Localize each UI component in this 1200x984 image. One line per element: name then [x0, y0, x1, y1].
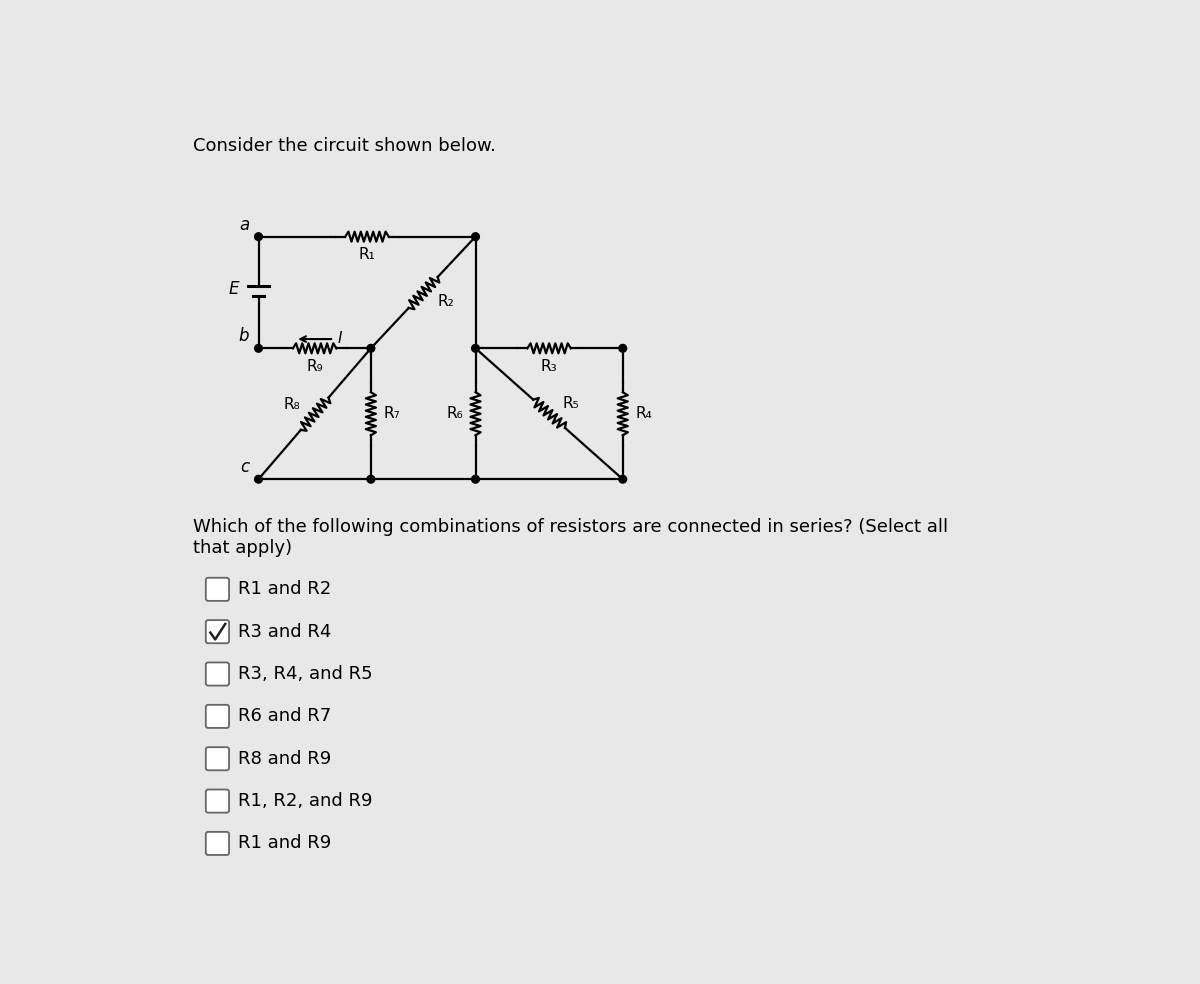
Text: R₉: R₉: [306, 359, 323, 374]
Text: R₈: R₈: [283, 398, 300, 412]
Text: R3, R4, and R5: R3, R4, and R5: [238, 665, 372, 683]
Text: R3 and R4: R3 and R4: [238, 623, 331, 641]
Text: R₄: R₄: [635, 406, 652, 421]
FancyBboxPatch shape: [206, 747, 229, 770]
Text: R1 and R2: R1 and R2: [238, 581, 331, 598]
Text: R₂: R₂: [437, 294, 454, 309]
FancyBboxPatch shape: [206, 831, 229, 855]
Text: R₇: R₇: [383, 406, 400, 421]
Text: R₁: R₁: [359, 247, 376, 263]
Circle shape: [472, 475, 479, 483]
Text: R1 and R9: R1 and R9: [238, 834, 331, 852]
Text: a: a: [239, 215, 250, 233]
Text: Which of the following combinations of resistors are connected in series? (Selec: Which of the following combinations of r…: [193, 518, 948, 557]
Circle shape: [619, 344, 626, 352]
Circle shape: [367, 475, 374, 483]
FancyBboxPatch shape: [206, 620, 229, 644]
Text: R8 and R9: R8 and R9: [238, 750, 331, 768]
Text: R1, R2, and R9: R1, R2, and R9: [238, 792, 372, 810]
Text: c: c: [240, 459, 250, 476]
FancyBboxPatch shape: [206, 662, 229, 686]
FancyBboxPatch shape: [206, 705, 229, 728]
Text: R₅: R₅: [563, 396, 578, 411]
Text: b: b: [239, 328, 250, 345]
Text: I: I: [338, 331, 342, 345]
Text: R₃: R₃: [541, 359, 558, 374]
FancyBboxPatch shape: [206, 789, 229, 813]
FancyBboxPatch shape: [206, 578, 229, 601]
Circle shape: [472, 344, 479, 352]
Text: R₆: R₆: [446, 406, 463, 421]
Text: Consider the circuit shown below.: Consider the circuit shown below.: [193, 137, 496, 154]
Text: R6 and R7: R6 and R7: [238, 707, 331, 725]
Text: E: E: [229, 279, 239, 297]
Circle shape: [254, 475, 263, 483]
Circle shape: [367, 344, 374, 352]
Circle shape: [254, 233, 263, 240]
Circle shape: [619, 475, 626, 483]
Circle shape: [254, 344, 263, 352]
Circle shape: [472, 233, 479, 240]
